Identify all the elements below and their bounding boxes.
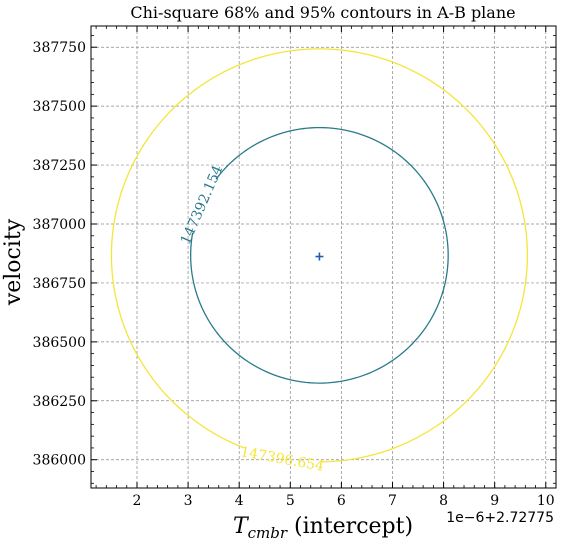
y-tick-label: 386000 [33,453,86,469]
x-tick-label: 10 [537,493,555,509]
x-axis-label-sub: cmbr [248,524,288,542]
x-tick-label: 4 [235,493,244,509]
y-tick-label: 387250 [33,158,86,174]
y-tick-label: 387750 [33,40,86,56]
contour-line [190,126,449,384]
best-fit-marker [315,252,324,261]
x-axis-ticks: 2 3 4 5 6 7 8 9 10 [95,26,557,509]
y-axis-label: velocity [1,218,26,306]
x-tick-label: 5 [286,493,295,509]
x-tick-label: 9 [490,493,499,509]
chart-title: Chi-square 68% and 95% contours in A-B p… [130,3,515,22]
x-axis-label-rest: (intercept) [287,514,413,539]
plot-frame [90,25,557,489]
y-tick-label: 386750 [33,276,86,292]
grid [91,26,556,488]
x-tick-label: 2 [133,493,142,509]
x-tick-label: 3 [184,493,193,509]
y-axis-ticks: 386000 386250 386500 386750 387000 387250 3875… [33,35,556,484]
y-tick-label: 386250 [33,394,86,410]
x-tick-label: 6 [337,493,346,509]
y-tick-label: 387000 [33,217,86,233]
plot-area [91,26,556,488]
contour-line [110,48,529,463]
x-tick-label: 8 [439,493,448,509]
y-tick-label: 386500 [33,335,86,351]
x-tick-label: 7 [388,493,397,509]
x-axis-label: Tcmbr (intercept) [233,514,413,542]
x-axis-label-main: T [233,514,250,539]
y-tick-label: 387500 [33,99,86,115]
x-offset-label: 1e−6+2.72775 [446,510,554,526]
